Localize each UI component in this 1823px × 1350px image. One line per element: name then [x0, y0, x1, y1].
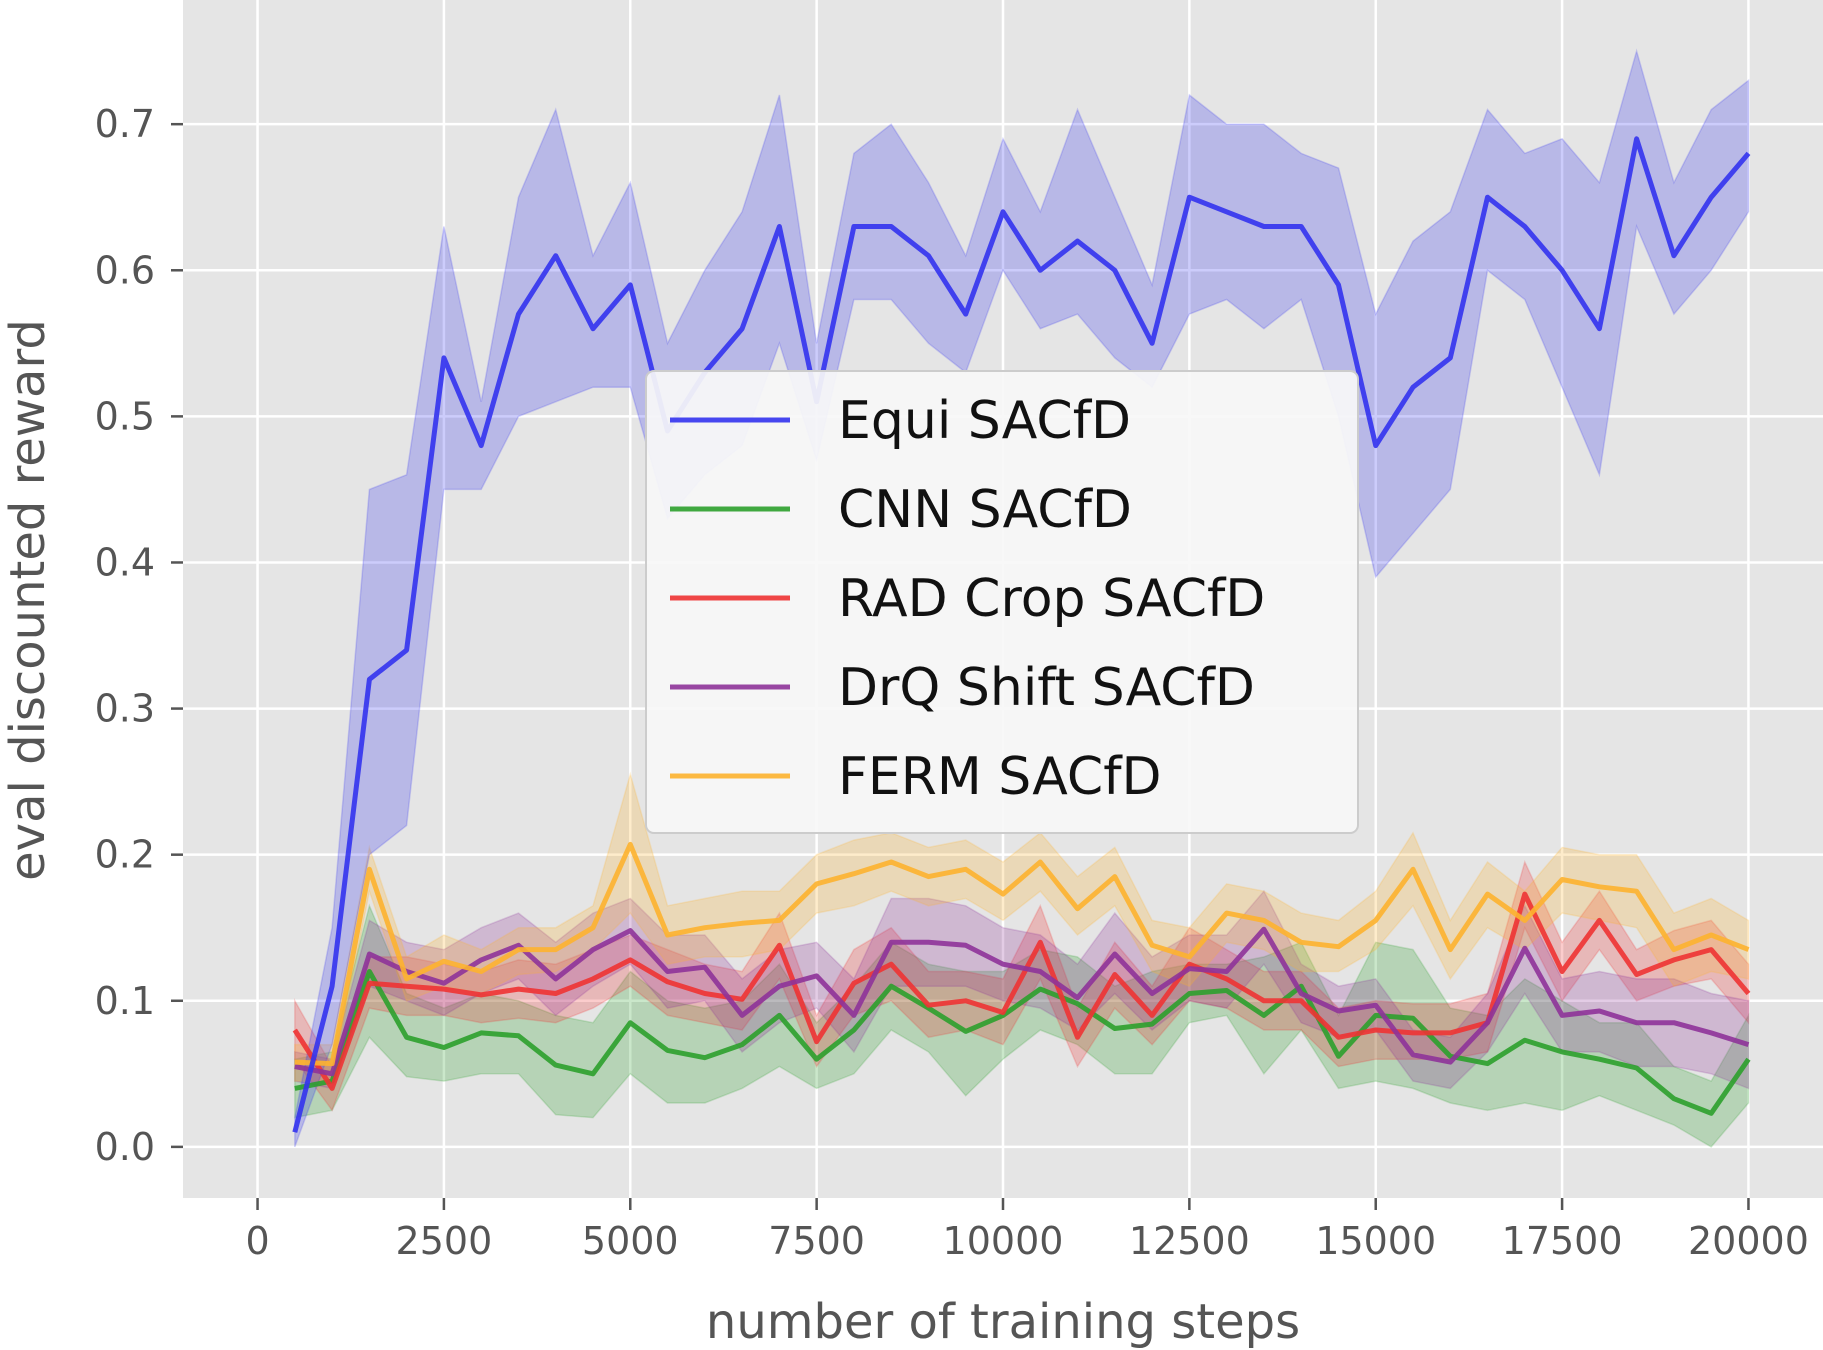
x-tick-label: 7500	[768, 1219, 865, 1263]
series-line-rad-crop-sacfd	[292, 891, 1751, 1091]
x-axis-label: number of training steps	[706, 1294, 1300, 1350]
x-tick-label: 15000	[1315, 1219, 1436, 1263]
y-tick-label: 0.1	[95, 979, 155, 1023]
y-tick-label: 0.6	[95, 248, 155, 292]
y-axis-label: eval discounted reward	[0, 319, 56, 881]
x-tick-label: 20000	[1688, 1219, 1809, 1263]
legend-box	[645, 370, 1359, 834]
x-tick-label: 10000	[943, 1219, 1064, 1263]
legend-label-drq-shift-sacfd: DrQ Shift SACfD	[838, 658, 1255, 718]
y-tick-label: 0.7	[95, 102, 155, 146]
y-tick-label: 0.4	[95, 540, 155, 584]
series-line-equi-sacfd	[292, 136, 1751, 1133]
y-tick-label: 0.0	[95, 1125, 155, 1169]
series-line-cnn-sacfd	[294, 969, 1751, 1116]
x-tick-label: 12500	[1129, 1219, 1250, 1263]
x-tick-label: 5000	[582, 1219, 679, 1263]
x-tick-label: 17500	[1502, 1219, 1623, 1263]
y-axis-ticks: 0.0 0.1 0.2 0.3 0.4 0.5 0.6 0.7	[95, 102, 183, 1169]
confidence-bands	[294, 48, 1750, 1148]
legend-label-equi-sacfd: Equi SACfD	[838, 391, 1131, 451]
band-ferm-sacfd	[294, 771, 1750, 1082]
x-tick-label: 2500	[396, 1219, 493, 1263]
band-drq-shift-sacfd	[294, 889, 1750, 1090]
legend: Equi SACfD CNN SACfD RAD Crop SACfD DrQ Shi…	[645, 370, 1359, 834]
x-axis-ticks: 0 2500 5000 7500 10000 12500 15000 17500 20000	[245, 1198, 1809, 1263]
series-line-drq-shift-sacfd	[294, 926, 1750, 1077]
legend-label-ferm-sacfd: FERM SACfD	[838, 747, 1162, 807]
series-lines	[292, 136, 1751, 1133]
y-tick-label: 0.3	[95, 687, 155, 731]
y-tick-label: 0.2	[95, 833, 155, 877]
legend-label-cnn-sacfd: CNN SACfD	[838, 480, 1132, 540]
legend-label-rad-crop-sacfd: RAD Crop SACfD	[838, 569, 1265, 629]
band-rad-crop-sacfd	[294, 859, 1750, 1112]
y-tick-label: 0.5	[95, 394, 155, 438]
series-line-ferm-sacfd	[294, 841, 1750, 1067]
x-tick-label: 0	[245, 1219, 269, 1263]
